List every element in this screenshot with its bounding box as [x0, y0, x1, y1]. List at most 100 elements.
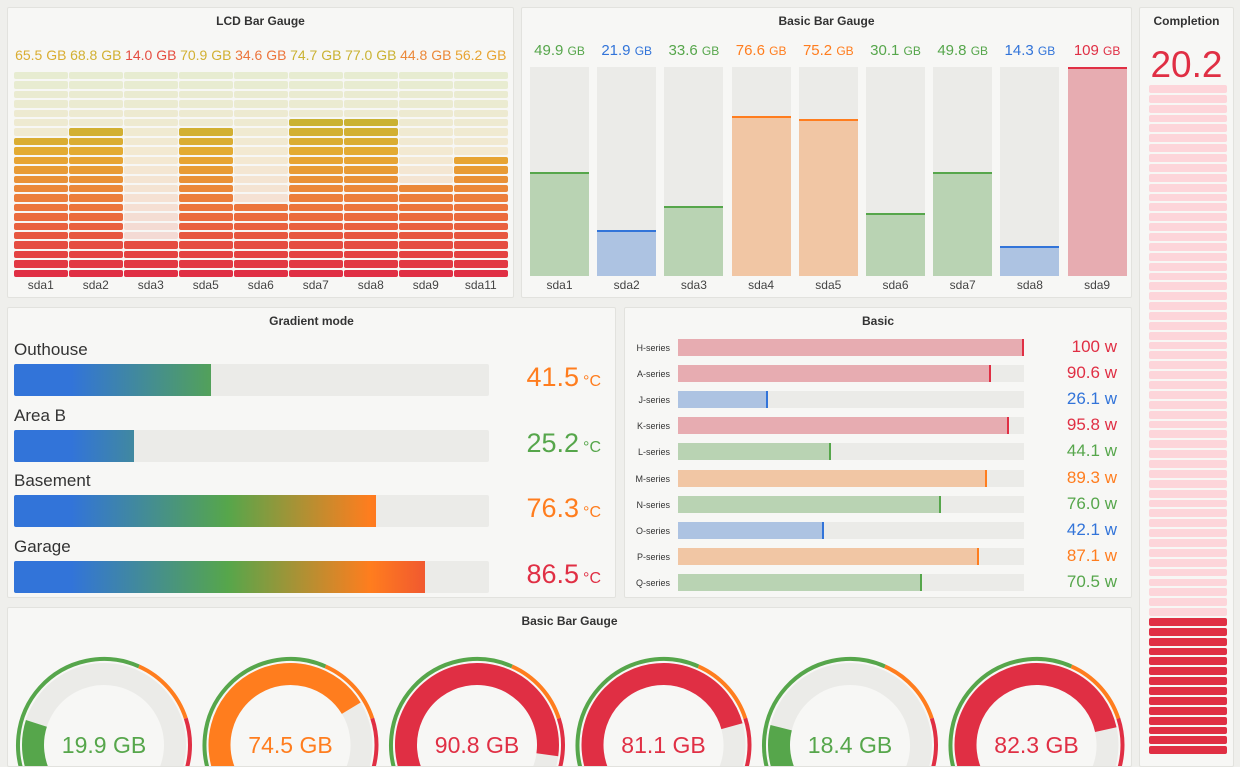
completion-cell [1149, 667, 1227, 676]
value-unit: w [1104, 441, 1117, 461]
lcd-cell [454, 260, 508, 268]
value-unit: w [1104, 389, 1117, 409]
lcd-cell [179, 147, 233, 155]
value-unit: GB [485, 732, 520, 758]
completion-cell [1149, 410, 1227, 419]
value-unit: °C [583, 438, 601, 456]
bar-value: 56.2 GB [455, 47, 507, 63]
lcd-cell [289, 194, 343, 202]
bar-fill [678, 417, 1010, 435]
value-number: 82.3 [994, 732, 1040, 758]
lcd-cell [179, 128, 233, 136]
lcd-cell [14, 100, 68, 108]
lcd-cell [234, 194, 288, 202]
value-unit: w [1104, 467, 1117, 487]
gradient-bar-fill [14, 495, 377, 527]
lcd-cell [179, 137, 233, 146]
lcd-cell [124, 90, 178, 99]
value-number: 70.5 [1066, 571, 1100, 591]
threshold-arc [743, 717, 752, 766]
value-number: 90.6 [1066, 363, 1100, 383]
lcd-cell [234, 119, 288, 127]
lcd-cell [179, 260, 233, 268]
lcd-cell [69, 100, 123, 108]
lcd-cell [179, 166, 233, 174]
lcd-cell [289, 109, 343, 118]
lcd-cell [454, 109, 508, 118]
lcd-cell [344, 81, 398, 89]
value-unit: GB [858, 732, 893, 758]
lcd-cell [454, 269, 508, 277]
completion-value: 20.2 [1150, 44, 1223, 85]
panel-title[interactable]: Basic Bar Gauge [778, 14, 875, 28]
bar-value: 75.2 GB [791, 42, 866, 59]
bar-fill [678, 573, 922, 591]
lcd-cell [344, 166, 398, 174]
lcd-cell [399, 241, 453, 249]
value-unit: °C [583, 569, 601, 587]
lcd-cell [124, 175, 178, 183]
lcd-cell [179, 72, 233, 80]
lcd-cell [124, 213, 178, 221]
bar-fill [866, 213, 925, 276]
lcd-cell [14, 175, 68, 183]
bar-value: 70.9 GB [180, 47, 232, 63]
lcd-cell [124, 119, 178, 127]
completion-cell [1149, 381, 1227, 389]
value-number: 76.6 [735, 42, 765, 59]
series-label: Q-series [635, 577, 670, 588]
basic-bar-gauge-panel: Basic Bar Gauge 49.9 GB sda1 21.9 GB sda2 33… [521, 7, 1132, 298]
bar-value: 34.6 GB [235, 47, 287, 63]
bar-value: 26.1 w [1067, 389, 1117, 409]
bar-label: sda6 [247, 278, 274, 292]
lcd-cell [234, 260, 288, 268]
completion-cell [1149, 430, 1227, 439]
completion-cell [1149, 144, 1227, 153]
lcd-cell [234, 250, 288, 259]
bar-fill [678, 547, 980, 565]
value-unit: GB [970, 44, 989, 58]
lcd-cell [399, 137, 453, 146]
completion-cell [1149, 687, 1227, 695]
bar-track [678, 547, 1024, 565]
threshold-arc [183, 717, 192, 766]
value-number: 86.5 [526, 558, 580, 589]
value-number: 26.1 [1066, 389, 1100, 409]
lcd-cell [124, 222, 178, 230]
lcd-cell [399, 100, 453, 108]
bar-label: sda1 [546, 278, 573, 292]
panel-title[interactable]: Gradient mode [269, 314, 354, 328]
lcd-cell [124, 231, 178, 240]
completion-cell [1149, 696, 1227, 705]
bar-value: 109 GB [1060, 42, 1131, 59]
panel-title[interactable]: Basic [861, 314, 895, 328]
lcd-cell [69, 119, 123, 127]
lcd-cell [14, 109, 68, 118]
bar-fill [1067, 67, 1127, 276]
completion-cell [1149, 124, 1227, 133]
gradient-bar-track [14, 495, 489, 527]
threshold-arc [138, 664, 188, 720]
panel-title[interactable]: Basic Bar Gauge [521, 614, 618, 628]
value-number: 75.2 [802, 42, 833, 59]
bar-fill [678, 443, 831, 461]
completion-cell [1149, 627, 1227, 636]
lcd-cell [14, 147, 68, 155]
completion-cell [1149, 242, 1227, 251]
gauge-value: 76.3 °C [526, 493, 601, 524]
lcd-cell [234, 203, 288, 212]
gradient-mode-panel: Gradient mode Outhouse 41.5 °C Area B 25.2 °C… [7, 307, 616, 598]
lcd-cell [69, 90, 123, 99]
panel-title[interactable]: Completion [1153, 14, 1220, 28]
lcd-cell [344, 137, 398, 146]
value-number: 76.0 [1066, 493, 1100, 513]
panel-title[interactable]: LCD Bar Gauge [216, 14, 305, 28]
lcd-cell [399, 184, 453, 193]
lcd-cell [344, 175, 398, 183]
bar-track [664, 67, 724, 276]
bar-value: 95.8 w [1067, 415, 1117, 435]
gradient-bar-track [14, 560, 489, 593]
lcd-cell [69, 250, 123, 259]
lcd-cell [179, 269, 233, 277]
completion-cell [1149, 94, 1227, 103]
